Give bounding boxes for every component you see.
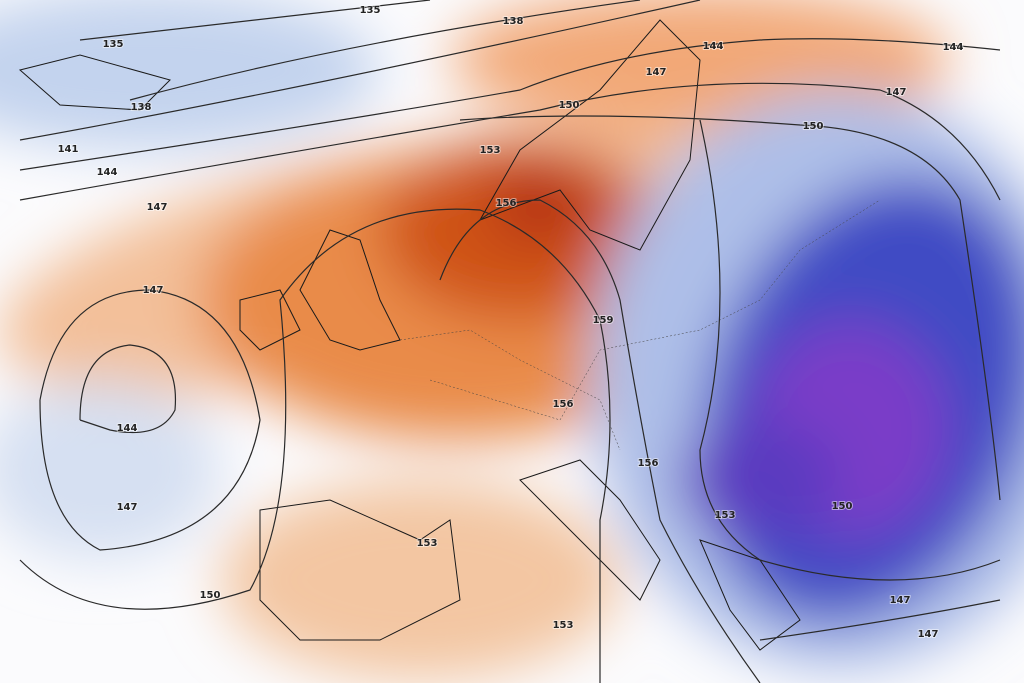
contour-label: 144 (943, 42, 964, 53)
contour-label: 150 (803, 121, 824, 132)
contour-label: 150 (832, 501, 853, 512)
contour-label: 147 (890, 595, 911, 606)
contour-label: 150 (559, 100, 580, 111)
contour-label: 138 (131, 102, 152, 113)
contour-label: 135 (360, 5, 381, 16)
contour-label: 141 (58, 144, 79, 155)
contour-label: 147 (886, 87, 907, 98)
contour-label: 153 (553, 620, 574, 631)
contour-label: 153 (417, 538, 438, 549)
contour-label: 153 (715, 510, 736, 521)
contour-label: 144 (703, 41, 724, 52)
contour-label: 147 (918, 629, 939, 640)
contour-label: 150 (200, 590, 221, 601)
contour-label: 159 (593, 315, 614, 326)
contour-label: 156 (496, 198, 517, 209)
contour-labels: 135 138 135 144 144 147 147 138 150 150 141 144 153 1… (57, 4, 965, 641)
contour-label: 147 (143, 285, 164, 296)
contour-label: 138 (503, 16, 524, 27)
contour-label: 147 (117, 502, 138, 513)
contour-label: 156 (553, 399, 574, 410)
contour-label: 147 (646, 67, 667, 78)
contour-label: 156 (638, 458, 659, 469)
contour-label: 144 (117, 423, 138, 434)
contour-label: 144 (97, 167, 118, 178)
contour-label: 135 (103, 39, 124, 50)
contour-label: 147 (147, 202, 168, 213)
contour-label: 153 (480, 145, 501, 156)
isohypses (19, 0, 1001, 683)
coastlines (18, 19, 881, 651)
